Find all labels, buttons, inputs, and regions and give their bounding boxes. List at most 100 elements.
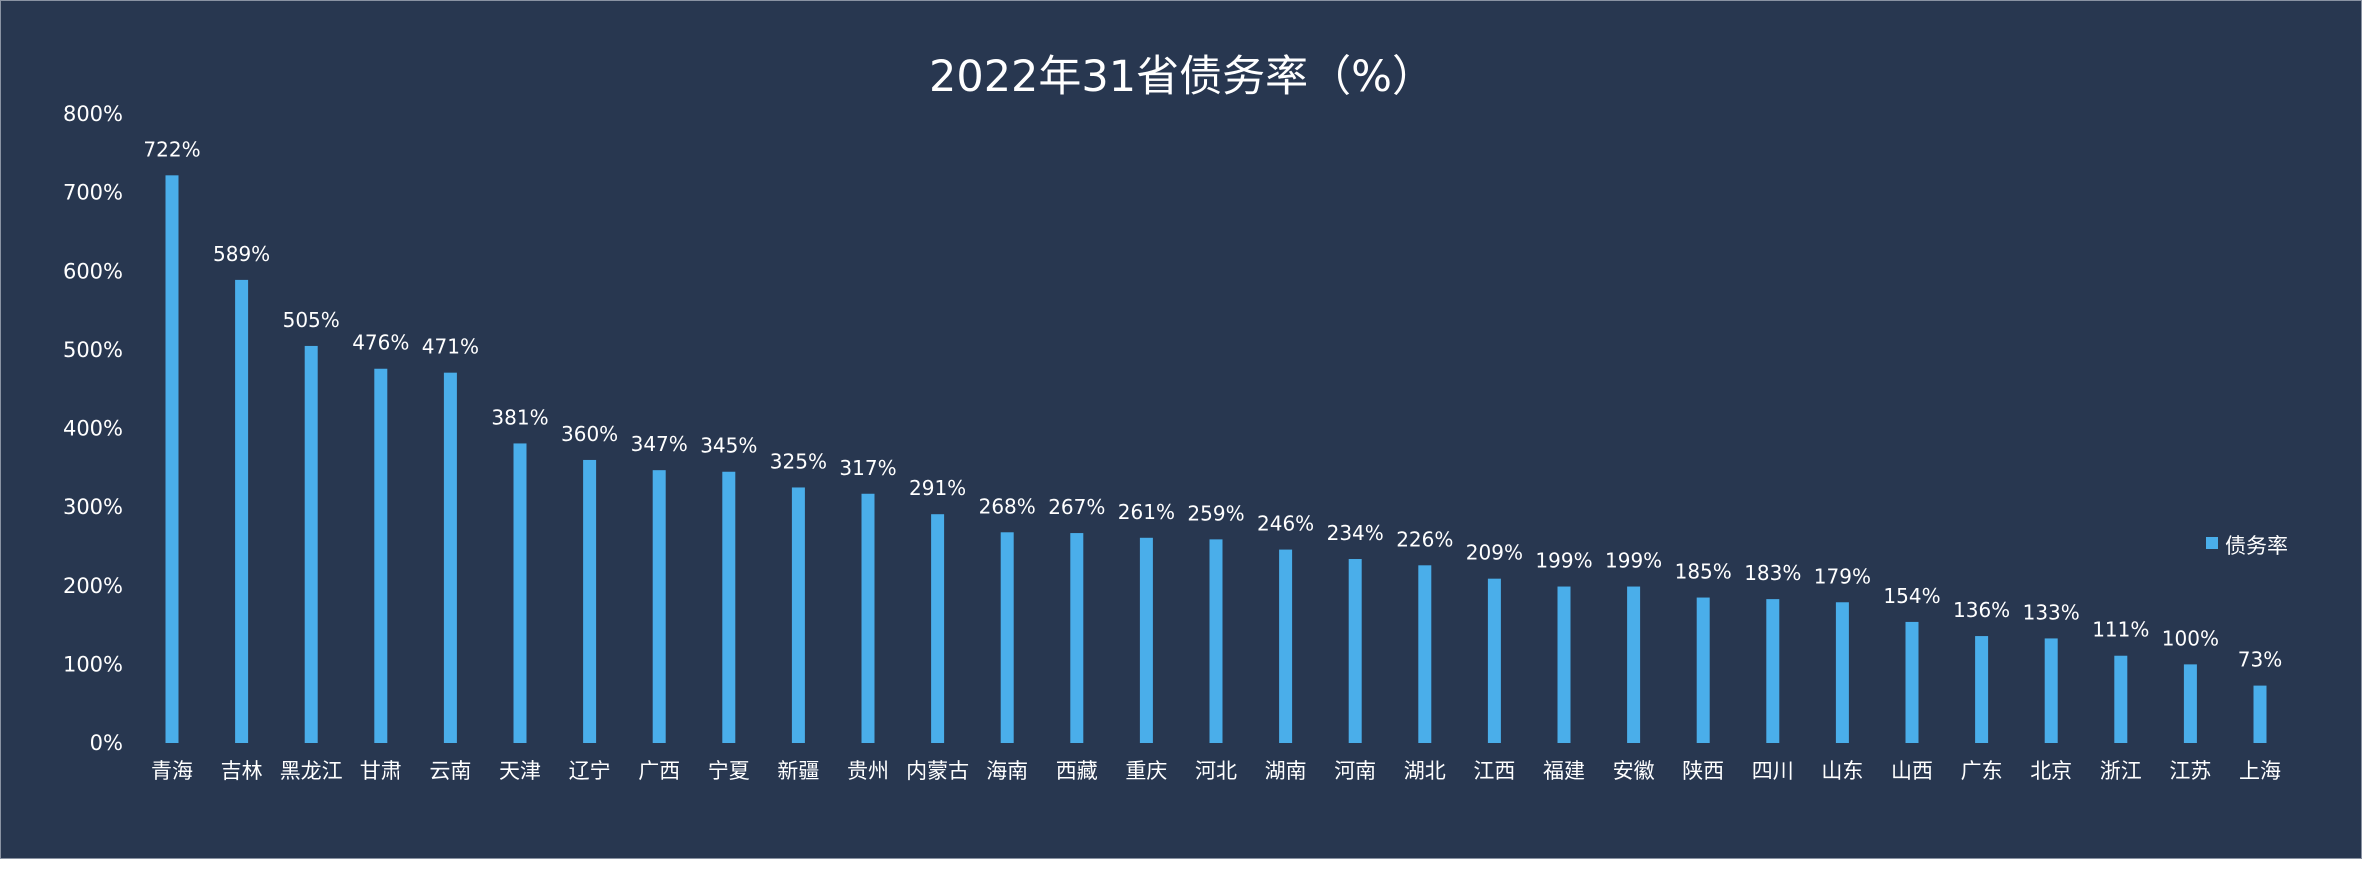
bar xyxy=(1696,597,1710,743)
x-tick-label: 河南 xyxy=(1334,759,1376,783)
x-tick-label: 江苏 xyxy=(2169,759,2211,783)
x-tick-label: 福建 xyxy=(1543,759,1585,783)
x-tick-label: 内蒙古 xyxy=(906,759,969,783)
bar xyxy=(1139,537,1153,743)
x-tick-label: 四川 xyxy=(1752,759,1794,783)
bar xyxy=(1209,539,1223,743)
y-tick-label: 600% xyxy=(63,259,123,283)
data-label: 154% xyxy=(1883,584,1940,608)
bar xyxy=(1348,559,1362,743)
data-label: 226% xyxy=(1396,527,1453,551)
data-label: 246% xyxy=(1257,512,1314,536)
y-tick-label: 800% xyxy=(63,102,123,126)
bar xyxy=(2114,655,2128,743)
bar xyxy=(583,459,597,743)
x-tick-label: 湖北 xyxy=(1404,759,1446,783)
data-label: 268% xyxy=(979,494,1036,518)
x-tick-label: 宁夏 xyxy=(708,759,750,783)
data-label: 133% xyxy=(2023,600,2080,624)
bar xyxy=(443,372,457,743)
y-tick-label: 700% xyxy=(63,181,123,205)
data-label: 471% xyxy=(422,335,479,359)
bar xyxy=(2183,664,2197,743)
bar xyxy=(2044,638,2058,743)
bar xyxy=(1835,602,1849,743)
x-tick-label: 江西 xyxy=(1473,759,1515,783)
data-label: 360% xyxy=(561,422,618,446)
bar xyxy=(1279,549,1293,743)
data-label: 267% xyxy=(1048,495,1105,519)
y-tick-label: 0% xyxy=(90,731,123,755)
x-tick-label: 浙江 xyxy=(2100,759,2142,783)
data-label: 261% xyxy=(1118,500,1175,524)
bar xyxy=(1975,636,1989,743)
data-label: 722% xyxy=(143,137,200,161)
data-label: 476% xyxy=(352,331,409,355)
y-tick-label: 300% xyxy=(63,495,123,519)
bar xyxy=(1557,586,1571,743)
bar xyxy=(1000,532,1014,743)
x-tick-label: 上海 xyxy=(2239,759,2281,783)
x-tick-label: 天津 xyxy=(499,759,541,783)
data-label: 136% xyxy=(1953,598,2010,622)
x-tick-label: 河北 xyxy=(1195,759,1237,783)
x-tick-label: 甘肃 xyxy=(360,759,402,783)
x-tick-label: 海南 xyxy=(986,759,1028,783)
bar xyxy=(304,345,318,743)
data-label: 317% xyxy=(839,456,896,480)
x-tick-label: 山西 xyxy=(1891,759,1933,783)
x-tick-label: 新疆 xyxy=(777,759,819,783)
x-tick-label: 吉林 xyxy=(221,759,263,783)
x-tick-label: 云南 xyxy=(429,759,471,783)
data-label: 179% xyxy=(1814,564,1871,588)
data-label: 291% xyxy=(909,476,966,500)
y-tick-label: 500% xyxy=(63,338,123,362)
bar xyxy=(2253,685,2267,743)
legend-swatch xyxy=(2206,537,2218,549)
bar xyxy=(861,493,875,743)
y-tick-label: 400% xyxy=(63,417,123,441)
x-tick-label: 湖南 xyxy=(1265,759,1307,783)
data-label: 199% xyxy=(1535,549,1592,573)
x-tick-label: 黑龙江 xyxy=(280,759,343,783)
x-tick-label: 北京 xyxy=(2030,759,2072,783)
bar xyxy=(931,514,945,743)
bar xyxy=(1627,586,1641,743)
legend: 债务率 xyxy=(2206,534,2288,558)
data-label: 111% xyxy=(2092,618,2149,642)
bar xyxy=(722,471,736,743)
x-tick-label: 青海 xyxy=(151,759,193,783)
bar xyxy=(1766,599,1780,743)
bar xyxy=(235,279,249,743)
bar xyxy=(1487,578,1501,743)
data-label: 234% xyxy=(1327,521,1384,545)
x-tick-label: 陕西 xyxy=(1682,759,1724,783)
bar xyxy=(1418,565,1432,743)
data-label: 345% xyxy=(700,434,757,458)
data-label: 185% xyxy=(1675,560,1732,584)
x-tick-label: 安徽 xyxy=(1613,759,1655,783)
bar xyxy=(791,487,805,743)
data-label: 209% xyxy=(1466,541,1523,565)
data-label: 183% xyxy=(1744,561,1801,585)
data-label: 325% xyxy=(770,449,827,473)
data-label: 381% xyxy=(491,405,548,429)
x-tick-label: 辽宁 xyxy=(569,759,611,783)
data-label: 100% xyxy=(2162,626,2219,650)
data-label: 589% xyxy=(213,242,270,266)
x-tick-label: 山东 xyxy=(1821,759,1863,783)
bar xyxy=(374,368,388,743)
y-tick-label: 100% xyxy=(63,652,123,676)
data-label: 347% xyxy=(631,432,688,456)
y-tick-label: 200% xyxy=(63,574,123,598)
data-label: 199% xyxy=(1605,549,1662,573)
x-tick-label: 广东 xyxy=(1961,759,2003,783)
x-tick-label: 贵州 xyxy=(847,759,889,783)
bars xyxy=(165,175,2267,743)
data-label: 505% xyxy=(283,308,340,332)
bar xyxy=(165,175,179,743)
x-axis-labels: 青海 吉林 黑龙江 甘肃 云南 天津 辽宁 广西 宁夏 新疆 贵州 内蒙古 海南 西藏 重庆 河北 湖南 河南 湖北… xyxy=(151,759,2281,783)
data-label: 73% xyxy=(2238,648,2282,672)
